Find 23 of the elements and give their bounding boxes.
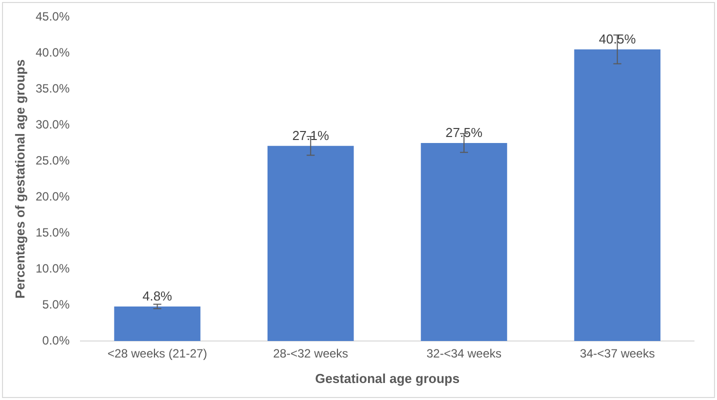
- bar: [114, 306, 200, 341]
- data-label: 27.5%: [446, 125, 483, 140]
- y-tick-label: 30.0%: [36, 117, 70, 132]
- bar: [268, 146, 354, 341]
- y-axis-title: Percentages of gestational age groups: [12, 59, 28, 299]
- y-tick-label: 25.0%: [36, 153, 70, 168]
- data-label: 27.1%: [292, 128, 330, 143]
- y-tick-label: 45.0%: [36, 9, 70, 24]
- x-tick-label: 32-<34 weeks: [426, 346, 502, 361]
- y-tick-label: 20.0%: [36, 189, 70, 204]
- bar: [574, 49, 660, 341]
- x-tick-label: 28-<32 weeks: [273, 346, 348, 361]
- x-tick-label: <28 weeks (21-27): [107, 346, 208, 361]
- x-tick-label: 34-<37 weeks: [580, 346, 655, 361]
- y-tick-label: 10.0%: [36, 261, 70, 276]
- y-tick-label: 35.0%: [36, 81, 70, 96]
- y-tick-label: 5.0%: [42, 297, 70, 312]
- y-tick-label: 0.0%: [42, 333, 70, 348]
- y-tick-label: 15.0%: [36, 225, 70, 240]
- x-axis-title: Gestational age groups: [315, 370, 460, 386]
- bar: [420, 143, 508, 341]
- y-tick-label: 40.0%: [36, 45, 70, 60]
- data-label: 4.8%: [142, 288, 173, 304]
